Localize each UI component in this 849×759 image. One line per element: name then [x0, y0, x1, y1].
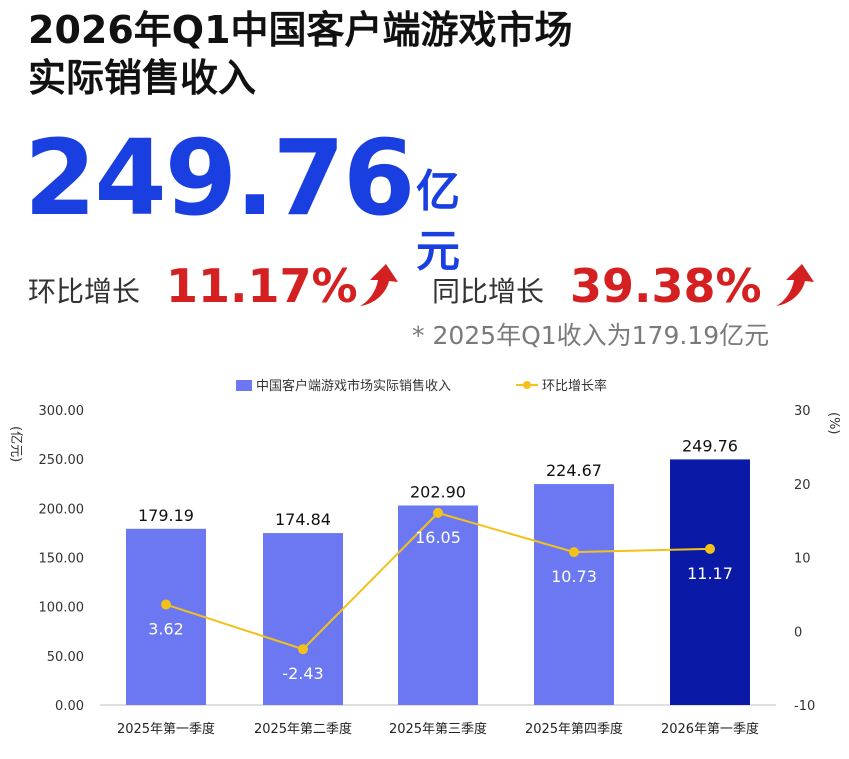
- x-category-label: 2026年第一季度: [661, 721, 759, 737]
- x-axis-categories: 2025年第一季度 2025年第二季度 2025年第三季度 2025年第四季度 2026…: [117, 721, 759, 737]
- y-left-tick-label: 50.00: [47, 650, 84, 665]
- yoy-label: 同比增长: [432, 275, 545, 308]
- line-series: 3.62 -2.43 16.05 10.73 11.17: [148, 507, 733, 683]
- bar-value-label: 174.84: [275, 510, 331, 529]
- legend-bar-swatch: [236, 380, 252, 391]
- y-right-axis-title: (%): [826, 412, 841, 435]
- bar-value-label: 224.67: [546, 461, 602, 480]
- bar-value-label: 179.19: [138, 506, 194, 525]
- title-line-2: 实际销售收入: [28, 56, 257, 100]
- y-left-axis-title: (亿元): [8, 426, 23, 462]
- bar-value-labels: 179.19 174.84 202.90 224.67 249.76: [138, 436, 738, 529]
- yoy-value: 39.38%: [570, 259, 762, 313]
- y-right-tick-label: 0: [794, 625, 802, 640]
- legend-bar-label: 中国客户端游戏市场实际销售收入: [256, 378, 451, 394]
- footnote: * 2025年Q1收入为179.19亿元: [412, 321, 770, 350]
- up-arrow-icon: [776, 264, 814, 306]
- growth-rate-label: 16.05: [415, 528, 461, 547]
- bar: [263, 533, 343, 705]
- qoq-label: 环比增长: [28, 275, 141, 308]
- bar: [670, 459, 750, 705]
- chart-legend: 中国客户端游戏市场实际销售收入 环比增长率: [236, 378, 607, 394]
- x-category-label: 2025年第一季度: [117, 721, 215, 737]
- growth-rate-label: 10.73: [551, 567, 597, 586]
- x-category-label: 2025年第二季度: [254, 721, 352, 737]
- growth-rate-point: [569, 547, 579, 558]
- y-right-tick-label: 30: [794, 404, 811, 419]
- bar: [534, 484, 614, 705]
- y-right-tick-label: 10: [794, 552, 811, 567]
- growth-rate-point: [161, 599, 171, 610]
- y-left-ticks: 0.00 50.00 100.00 150.00 200.00 250.00 300.00: [39, 404, 85, 714]
- headline-unit: 亿元: [416, 166, 460, 277]
- y-left-tick-label: 300.00: [39, 404, 85, 419]
- up-arrow-icon: [360, 264, 398, 306]
- legend-line-label: 环比增长率: [542, 378, 607, 394]
- y-left-tick-label: 0.00: [55, 699, 84, 714]
- y-left-tick-label: 100.00: [39, 601, 85, 616]
- legend-line-marker: [523, 381, 531, 389]
- bar-series: [126, 459, 750, 705]
- y-right-tick-label: 20: [794, 478, 811, 493]
- growth-rate-label: -2.43: [282, 664, 323, 683]
- bar-value-label: 249.76: [682, 436, 738, 455]
- x-category-label: 2025年第三季度: [389, 721, 487, 737]
- y-left-tick-label: 200.00: [39, 502, 85, 517]
- bar-value-label: 202.90: [410, 482, 466, 501]
- yoy-growth: 同比增长 39.38%: [432, 258, 832, 314]
- revenue-chart: 中国客户端游戏市场实际销售收入 环比增长率 (亿元) (%) 0.00 50.00…: [8, 378, 841, 737]
- x-category-label: 2025年第四季度: [525, 721, 623, 737]
- bar: [126, 528, 206, 705]
- y-left-tick-label: 150.00: [39, 552, 85, 567]
- y-left-tick-label: 250.00: [39, 453, 85, 468]
- page-title: 2026年Q1中国客户端游戏市场 实际销售收入: [28, 6, 828, 102]
- y-right-ticks: -10 0 10 20 30: [794, 404, 815, 714]
- title-line-1: 2026年Q1中国客户端游戏市场: [28, 8, 573, 52]
- growth-rate-point: [433, 507, 443, 518]
- growth-rate-point: [705, 543, 715, 554]
- qoq-growth: 环比增长 11.17%: [28, 258, 398, 314]
- headline-value: 249.76: [24, 117, 415, 239]
- y-right-tick-label: -10: [794, 699, 815, 714]
- qoq-value: 11.17%: [166, 259, 358, 313]
- growth-rate-label: 11.17: [687, 564, 733, 583]
- growth-rate-label: 3.62: [148, 620, 184, 639]
- growth-rate-point: [298, 644, 308, 655]
